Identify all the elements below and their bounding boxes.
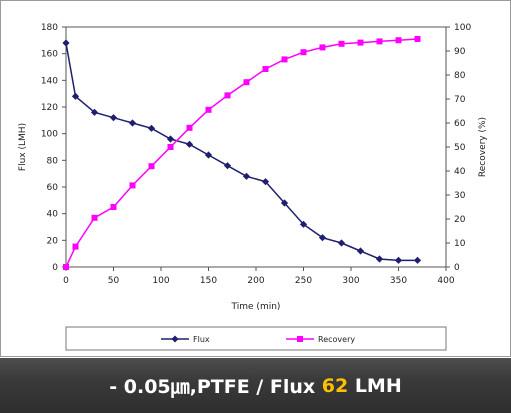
chart-frame: 0 20 40 60 80 100 120 140 160 180 0 10 20 30 40 50 60 70 8… [0, 0, 511, 357]
x-tick-label: 350 [390, 276, 407, 286]
data-point-recovery [167, 144, 174, 150]
legend-marker-flux [171, 335, 179, 343]
data-point-recovery [395, 37, 402, 44]
data-point-flux [62, 39, 70, 47]
x-tick-label: 100 [152, 276, 169, 286]
data-point-flux [128, 119, 137, 127]
data-point-recovery [281, 56, 288, 63]
data-point-flux [185, 140, 194, 148]
x-axis-title: Time (min) [231, 302, 281, 312]
data-point-flux [413, 256, 422, 264]
plot-area [65, 26, 447, 268]
data-point-flux [280, 199, 289, 207]
y2-tick-label: 20 [454, 215, 466, 225]
y-tick-label: 100 [41, 130, 58, 140]
data-point-recovery [148, 163, 155, 170]
data-point-recovery [63, 264, 69, 270]
data-point-recovery [186, 124, 193, 131]
data-point-flux [261, 178, 270, 186]
caption-prefix: - 0.05㎛,PTFE / Flux [109, 376, 322, 398]
x-tick-label: 50 [108, 276, 120, 286]
data-point-flux [166, 135, 175, 143]
y2-tick-label: 70 [454, 95, 466, 105]
x-tick-label: 250 [295, 276, 312, 286]
data-point-recovery [72, 243, 79, 250]
data-point-flux [318, 234, 327, 242]
caption-bar: - 0.05㎛,PTFE / Flux 62 LMH [0, 358, 511, 413]
legend-marker-recovery [297, 336, 303, 342]
y2-tick-label: 40 [454, 167, 466, 177]
y-tick-label: 20 [47, 236, 59, 246]
data-point-flux [299, 220, 308, 228]
data-point-recovery [338, 40, 345, 47]
data-point-recovery [110, 204, 117, 210]
y2-tick-label: 30 [454, 191, 466, 201]
x-tick-label: 400 [437, 276, 454, 286]
legend-label-recovery: Recovery [318, 335, 355, 344]
series-line-recovery [65, 38, 418, 268]
data-point-flux [223, 162, 232, 170]
data-point-flux [394, 256, 403, 264]
data-point-flux [242, 172, 251, 180]
y-tick-label: 40 [47, 210, 59, 220]
flux-recovery-chart: 0 20 40 60 80 100 120 140 160 180 0 10 20 30 40 50 60 70 8… [18, 23, 488, 351]
y-tick-label: 80 [47, 156, 59, 166]
caption-flux-value: 62 [321, 374, 349, 397]
data-point-flux [204, 151, 213, 159]
y2-axis-title: Recovery (%) [478, 117, 488, 177]
y2-tick-label: 100 [454, 23, 471, 33]
data-point-flux [71, 92, 80, 100]
data-point-recovery [300, 49, 307, 56]
data-point-flux [375, 255, 384, 263]
y-axis-title: Flux (LMH) [18, 123, 28, 171]
data-point-recovery [243, 79, 250, 86]
x-tick-label: 150 [200, 276, 217, 286]
x-tick-label: 200 [247, 276, 264, 286]
data-point-recovery [224, 92, 231, 99]
y-tick-label: 180 [41, 23, 58, 33]
data-point-recovery [91, 214, 98, 221]
legend-label-flux: Flux [193, 335, 210, 344]
y-tick-label: 60 [47, 183, 59, 193]
data-point-flux [147, 124, 156, 132]
y2-tick-label: 60 [454, 119, 466, 129]
y2-tick-label: 50 [454, 143, 466, 153]
y-tick-label: 120 [41, 103, 58, 113]
x-tick-label: 0 [63, 276, 69, 286]
x-tick-label: 300 [342, 276, 359, 286]
data-point-recovery [262, 66, 269, 72]
data-point-recovery [376, 38, 383, 45]
legend-box [65, 326, 447, 351]
y2-tick-label: 90 [454, 47, 466, 57]
series-line-flux [65, 42, 418, 262]
y-tick-label: 140 [41, 76, 58, 86]
data-point-flux [90, 108, 99, 116]
y2-tick-label: 0 [454, 263, 460, 273]
y-tick-label: 160 [41, 50, 58, 60]
y2-tick-label: 80 [454, 71, 466, 81]
data-point-recovery [319, 44, 326, 51]
data-point-flux [109, 114, 118, 122]
caption-suffix: LMH [348, 374, 402, 397]
data-point-recovery [129, 182, 136, 189]
data-point-flux [356, 247, 365, 255]
data-point-recovery [414, 36, 421, 42]
data-point-flux [337, 239, 346, 247]
data-point-recovery [357, 39, 364, 46]
y-tick-label: 0 [52, 263, 58, 273]
y2-tick-label: 10 [454, 239, 466, 249]
data-point-recovery [205, 106, 212, 113]
